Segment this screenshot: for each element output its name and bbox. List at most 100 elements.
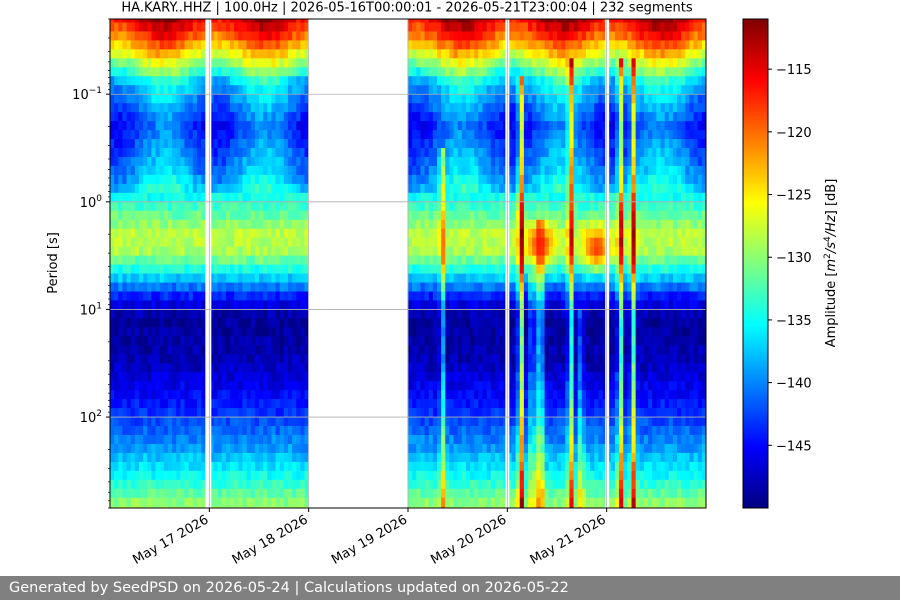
heatmap-cell [520,121,525,131]
heatmap-cell [557,238,562,248]
heatmap-cell [259,58,264,68]
heatmap-cell [118,103,123,113]
heatmap-cell [569,265,574,275]
heatmap-cell [222,193,227,203]
heatmap-cell [437,112,442,122]
heatmap-cell [569,139,574,149]
heatmap-cell [180,193,185,203]
heatmap-cell [180,229,185,239]
heatmap-cell [189,49,194,59]
heatmap-cell [284,220,289,230]
heatmap-cell [652,238,657,248]
heatmap-cell [644,202,649,212]
heatmap-cell [545,58,550,68]
heatmap-cell [189,85,194,95]
heatmap-cell [420,274,425,284]
heatmap-cell [590,103,595,113]
heatmap-cell [677,139,682,149]
heatmap-cell [685,193,690,203]
heatmap-cell [437,202,442,212]
heatmap-cell [565,76,570,86]
heatmap-cell [160,193,165,203]
heatmap-cell [292,265,297,275]
heatmap-cell [549,157,554,167]
heatmap-cell [441,202,446,212]
heatmap-cell [636,139,641,149]
heatmap-cell [251,148,256,158]
heatmap-cell [230,238,235,248]
heatmap-cell [673,238,678,248]
heatmap-cell [665,166,670,176]
heatmap-cell [689,184,694,194]
heatmap-cell [143,58,148,68]
heatmap-cell [483,148,488,158]
heatmap-cell [201,256,206,266]
heatmap-cell [127,67,132,77]
heatmap-cell [416,157,421,167]
heatmap-cell [677,229,682,239]
heatmap-cell [168,103,173,113]
heatmap-cell [135,184,140,194]
heatmap-cell [151,121,156,131]
heatmap-cell [416,220,421,230]
heatmap-cell [441,256,446,266]
heatmap-cell [151,283,156,293]
heatmap-cell [644,103,649,113]
heatmap-cell [454,157,459,167]
heatmap-cell [180,22,185,32]
heatmap-cell [549,184,554,194]
heatmap-cell [549,283,554,293]
heatmap-cell [466,49,471,59]
heatmap-cell [242,166,247,176]
heatmap-cell [491,103,496,113]
heatmap-cell [168,58,173,68]
heatmap-cell [247,112,252,122]
heatmap-cell [499,211,504,221]
heatmap-cell [226,175,231,185]
heatmap-cell [458,238,463,248]
heatmap-cell [499,265,504,275]
heatmap-cell [160,292,165,302]
heatmap-cell [230,130,235,140]
heatmap-cell [300,184,305,194]
heatmap-cell [660,238,665,248]
heatmap-cell [499,40,504,50]
heatmap-cell [292,175,297,185]
heatmap-cell [528,40,533,50]
heatmap-cell [127,193,132,203]
heatmap-cell [437,130,442,140]
heatmap-cell [247,157,252,167]
heatmap-cell [425,67,430,77]
heatmap-cell [511,220,516,230]
heatmap-cell [487,40,492,50]
heatmap-cell [553,247,558,257]
heatmap-cell [193,40,198,50]
heatmap-cell [213,85,218,95]
heatmap-cell [164,184,169,194]
heatmap-cell [168,238,173,248]
heatmap-cell [267,292,272,302]
heatmap-cell [677,121,682,131]
heatmap-cell [197,229,202,239]
heatmap-cell [569,148,574,158]
heatmap-cell [147,40,152,50]
heatmap-cell [259,22,264,32]
heatmap-cell [561,148,566,158]
heatmap-cell [437,67,442,77]
heatmap-cell [147,121,152,131]
heatmap-cell [478,58,483,68]
heatmap-cell [437,76,442,86]
heatmap-cell [156,40,161,50]
heatmap-cell [449,166,454,176]
heatmap-cell [164,112,169,122]
heatmap-cell [615,58,620,68]
heatmap-cell [565,166,570,176]
heatmap-cell [280,265,285,275]
heatmap-cell [193,175,198,185]
heatmap-cell [122,229,127,239]
heatmap-cell [632,202,637,212]
heatmap-cell [569,67,574,77]
heatmap-cell [110,85,115,95]
heatmap-cell [449,22,454,32]
heatmap-cell [300,148,305,158]
